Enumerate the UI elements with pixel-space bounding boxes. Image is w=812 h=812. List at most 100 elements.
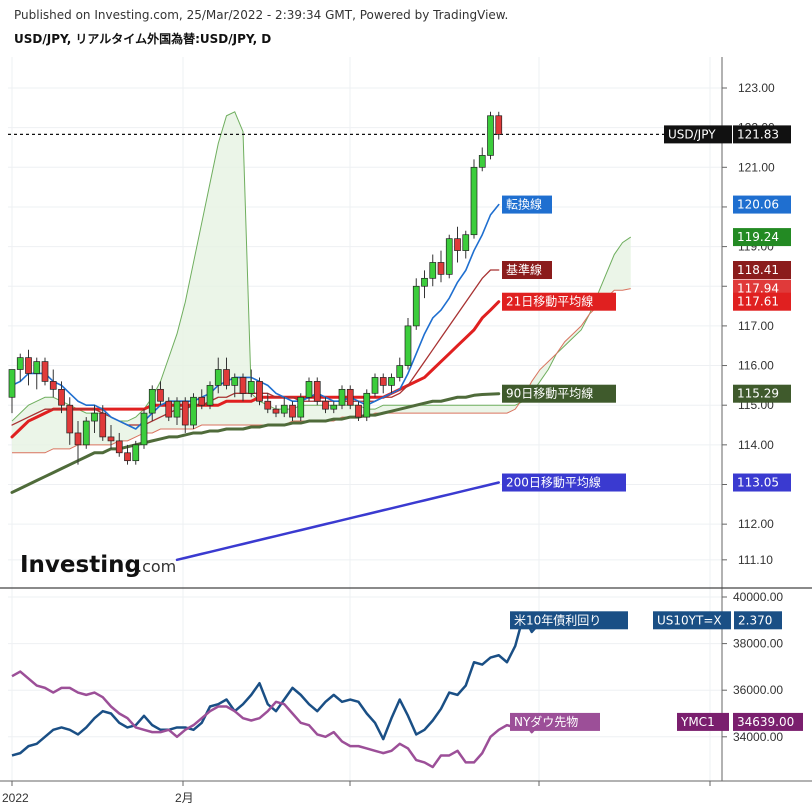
time-tick-label: 2022 <box>2 791 29 805</box>
candle-body <box>115 440 123 454</box>
us10y-symbol-tag: US10YT=X <box>653 611 731 630</box>
us10y-name-label: 米10年債利回り <box>510 611 628 630</box>
candle-body <box>49 381 57 390</box>
symbol-price-tag-bg <box>664 125 732 144</box>
candle-body <box>396 365 404 378</box>
tenkan-axis-tag: 120.06 <box>733 195 791 214</box>
price-tick-label: 117.00 <box>738 319 774 333</box>
pane-frame <box>0 57 812 782</box>
kijun-axis-tag: 118.41 <box>733 260 791 279</box>
kijun-line <box>11 269 500 426</box>
price-tick-label: 123.00 <box>738 81 775 95</box>
dow-value-tag: 34639.00 <box>733 712 803 731</box>
candle-body <box>173 400 181 418</box>
cloud-fill <box>12 111 631 453</box>
tenkan-axis-tag-bg <box>733 195 791 214</box>
kijun-name-label: 基準線 <box>502 260 552 279</box>
symbol-title: USD/JPY, リアルタイム外国為替:USD/JPY, D <box>14 32 272 46</box>
ma200-axis-tag-bg <box>733 473 791 492</box>
candle-body <box>371 377 379 394</box>
ma90-name-label-text: 90日移動平均線 <box>506 386 593 401</box>
logo-brand: Investing <box>20 552 141 578</box>
price-tick-label: 111.10 <box>738 553 773 567</box>
ma21-name-label-bg <box>502 292 616 311</box>
us10y-value-tag-bg <box>734 611 782 630</box>
candle-body <box>272 408 280 414</box>
candle-body <box>239 377 247 394</box>
candle-body <box>8 369 16 398</box>
candle-body <box>91 412 98 422</box>
candle-body <box>181 400 189 426</box>
lower-series-line-0 <box>11 614 557 757</box>
tenkan-name-label: 転換線 <box>502 195 552 214</box>
span-a-axis-tag-bg <box>733 228 791 247</box>
ma90-line <box>10 392 501 494</box>
symbol-price-tag: USD/JPY <box>664 125 732 144</box>
candle-body <box>379 377 387 386</box>
candle-body <box>223 369 230 386</box>
tenkan-name-label-text: 転換線 <box>506 197 542 212</box>
us10y-value-tag: 2.370 <box>734 611 782 630</box>
ma90-axis-tag-text: 115.29 <box>737 387 779 401</box>
candle-body <box>462 234 470 251</box>
candle-body <box>470 166 478 236</box>
ma200-name-label-text: 200日移動平均線 <box>506 475 601 490</box>
candle-body <box>429 262 437 279</box>
candle-body <box>330 404 338 410</box>
ma200-name-label-bg <box>502 473 626 492</box>
tenkan-name-label-bg <box>502 195 552 214</box>
ma90-axis-tag: 115.29 <box>733 384 791 403</box>
candle-body <box>74 432 82 446</box>
lower-pane-lines <box>11 614 557 769</box>
price-tick-label: 112.00 <box>738 517 774 531</box>
candles <box>8 111 503 465</box>
kijun-name-label-text: 基準線 <box>506 262 542 277</box>
candle-body <box>289 404 296 418</box>
logo-suffix: .com <box>137 557 176 576</box>
lower-tick-label: 36000.00 <box>733 683 783 697</box>
dow-name-label-bg <box>510 712 600 731</box>
candle-body <box>198 396 206 406</box>
investing-logo: Investing .com <box>20 552 176 578</box>
candle-body <box>264 400 272 410</box>
ma21-axis-tag-text: 117.61 <box>737 295 779 309</box>
dow-symbol-tag-bg <box>677 712 729 731</box>
candle-body <box>66 404 74 434</box>
ma21-axis-tag: 117.61 <box>733 292 791 311</box>
price-axis-tag: 121.83 <box>733 125 791 144</box>
indicator-lines <box>8 133 735 562</box>
dow-value-tag-text: 34639.00 <box>737 715 794 729</box>
price-axis-tag-text: 121.83 <box>737 127 779 141</box>
candle-body <box>346 388 354 406</box>
candle-body <box>454 238 461 251</box>
candle-body <box>355 404 362 418</box>
candle-body <box>256 381 263 402</box>
ma21-name-label: 21日移動平均線 <box>502 292 616 311</box>
ma90-name-label-bg <box>502 384 616 403</box>
candle-body <box>82 420 90 446</box>
time-tick-label: 2月 <box>175 791 194 805</box>
candle-body <box>313 381 321 402</box>
span-b-axis-tag-text: 117.94 <box>737 282 779 296</box>
kijun-axis-tag-bg <box>733 260 791 279</box>
ma21-name-label-text: 21日移動平均線 <box>506 294 593 309</box>
us10y-name-label-text: 米10年債利回り <box>514 612 601 627</box>
price-tick-label: 114.00 <box>738 438 774 452</box>
candle-body <box>280 404 288 414</box>
ma200-axis-tag-text: 113.05 <box>737 476 779 490</box>
tenkan-line <box>11 203 500 430</box>
candle-body <box>404 325 412 366</box>
us10y-symbol-tag-bg <box>653 611 731 630</box>
ma21-axis-tag-bg <box>733 292 791 311</box>
candle-body <box>478 155 486 168</box>
candle-body <box>247 381 255 394</box>
candle-body <box>157 388 164 402</box>
dow-symbol-tag-text: YMC1 <box>680 715 715 729</box>
span-a-axis-tag: 119.24 <box>733 228 791 247</box>
candle-body <box>421 277 428 287</box>
candle-body <box>33 361 41 374</box>
price-axis-tag-bg <box>733 125 791 144</box>
candle-body <box>132 444 140 462</box>
candle-body <box>297 396 305 418</box>
